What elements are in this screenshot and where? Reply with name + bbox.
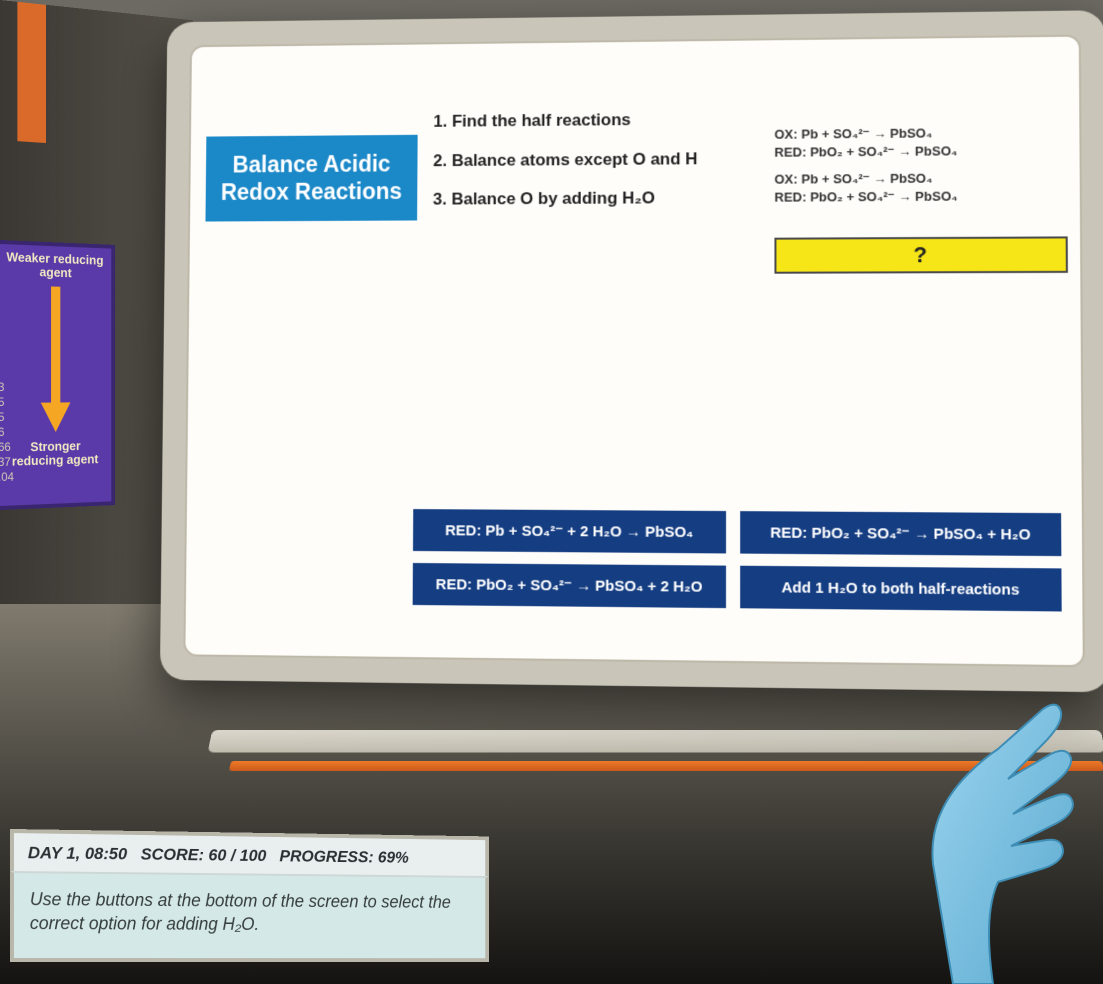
- scale-val: 6: [0, 425, 14, 440]
- bench-rail-orange: [229, 761, 1103, 771]
- answer-option-1[interactable]: RED: Pb + SO₄²⁻ + 2 H₂O → PbSO₄: [413, 509, 726, 553]
- bench-rail-steel: [208, 730, 1103, 753]
- shelf-orange-band: [17, 2, 46, 143]
- hud-day: DAY 1, 08:50: [28, 844, 127, 865]
- scale-val: 3: [0, 380, 14, 395]
- hud-hint: Use the buttons at the bottom of the scr…: [10, 871, 489, 962]
- arrow-down-icon: [45, 286, 67, 434]
- step-3: 3. Balance O by adding H₂O: [433, 185, 761, 212]
- side-scale-labels: 3 5 5 6 66 37 .04: [0, 380, 14, 485]
- scale-val: 5: [0, 410, 14, 425]
- hud-score-label: SCORE:: [141, 845, 204, 864]
- eq-ox-1: OX: Pb + SO₄²⁻ → PbSO₄: [774, 123, 1069, 143]
- steps-list: 1. Find the half reactions 2. Balance at…: [433, 106, 761, 226]
- scale-val: 66: [0, 440, 14, 455]
- lesson-title-text: Balance Acidic Redox Reactions: [221, 151, 402, 205]
- hud-progress-label: PROGRESS:: [279, 847, 373, 866]
- step-2: 2. Balance atoms except O and H: [433, 145, 760, 173]
- monitor-screen: Balance Acidic Redox Reactions 1. Find t…: [183, 35, 1084, 668]
- hud-score: SCORE: 60 / 100: [141, 845, 267, 866]
- hud-panel: DAY 1, 08:50 SCORE: 60 / 100 PROGRESS: 6…: [10, 829, 489, 962]
- question-box: ?: [774, 236, 1067, 273]
- scale-val: .04: [0, 470, 14, 485]
- answer-grid: RED: Pb + SO₄²⁻ + 2 H₂O → PbSO₄ RED: PbO…: [413, 509, 1062, 611]
- step-1: 1. Find the half reactions: [433, 106, 760, 134]
- answer-option-3[interactable]: RED: PbO₂ + SO₄²⁻ → PbSO₄ + 2 H₂O: [413, 563, 726, 608]
- eq-block-1: OX: Pb + SO₄²⁻ → PbSO₄ RED: PbO₂ + SO₄²⁻…: [774, 123, 1069, 161]
- equations-panel: OX: Pb + SO₄²⁻ → PbSO₄ RED: PbO₂ + SO₄²⁻…: [774, 123, 1069, 216]
- monitor-frame: Balance Acidic Redox Reactions 1. Find t…: [160, 10, 1103, 692]
- eq-block-2: OX: Pb + SO₄²⁻ → PbSO₄ RED: PbO₂ + SO₄²⁻…: [774, 169, 1069, 206]
- hud-score-value: 60 / 100: [208, 846, 266, 865]
- scale-val: 5: [0, 395, 14, 410]
- weaker-label: Weaker reducing agent: [4, 250, 106, 282]
- stronger-label: Stronger reducing agent: [4, 438, 106, 469]
- answer-option-4[interactable]: Add 1 H₂O to both half-reactions: [740, 566, 1062, 612]
- question-mark: ?: [913, 242, 927, 268]
- scale-val: 37: [0, 455, 14, 470]
- reducing-agent-chart: Weaker reducing agent Stronger reducing …: [0, 240, 115, 510]
- eq-red-1: RED: PbO₂ + SO₄²⁻ → PbSO₄: [774, 141, 1069, 161]
- hud-progress: PROGRESS: 69%: [279, 847, 408, 868]
- hud-status-bar: DAY 1, 08:50 SCORE: 60 / 100 PROGRESS: 6…: [10, 829, 489, 876]
- eq-ox-2: OX: Pb + SO₄²⁻ → PbSO₄: [774, 169, 1069, 189]
- answer-option-2[interactable]: RED: PbO₂ + SO₄²⁻ → PbSO₄ + H₂O: [740, 511, 1061, 556]
- hud-progress-value: 69%: [378, 849, 409, 868]
- eq-red-2: RED: PbO₂ + SO₄²⁻ → PbSO₄: [774, 186, 1069, 205]
- lesson-title: Balance Acidic Redox Reactions: [205, 135, 417, 222]
